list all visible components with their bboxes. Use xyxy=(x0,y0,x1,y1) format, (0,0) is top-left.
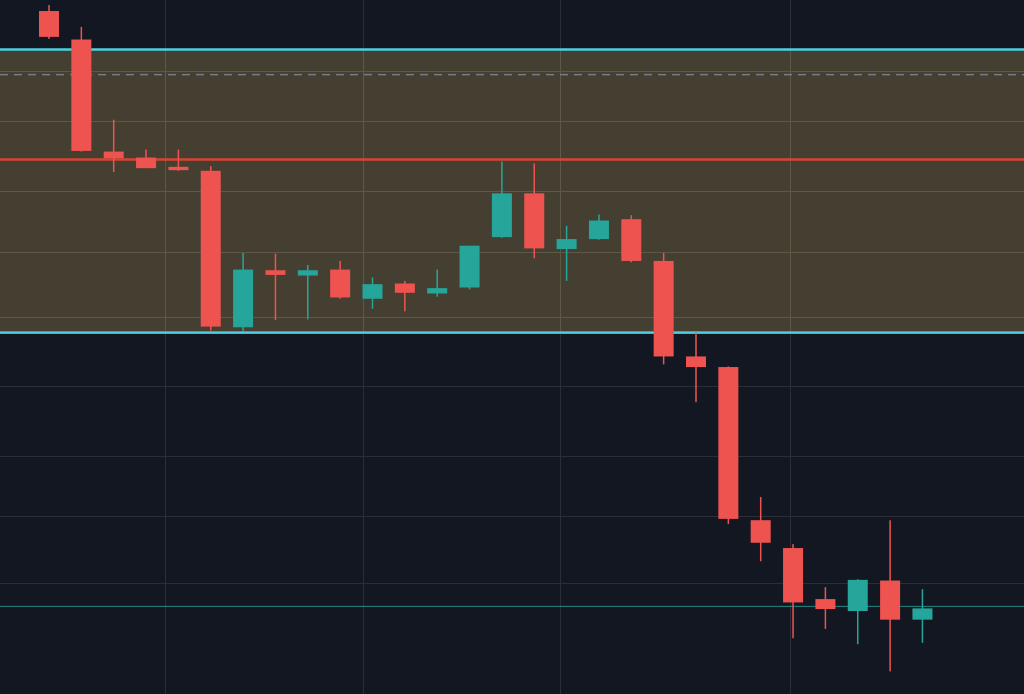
candle-body xyxy=(362,284,383,299)
candle-down xyxy=(330,260,351,299)
candle-body xyxy=(103,151,124,159)
candle-down xyxy=(265,253,286,320)
candle-body xyxy=(815,599,836,610)
candle-down xyxy=(394,280,415,312)
candle-body xyxy=(912,608,933,620)
candle-up xyxy=(297,264,318,320)
candle-body xyxy=(39,11,59,37)
candle-body xyxy=(847,579,868,612)
candle-up xyxy=(362,277,383,309)
candle-body xyxy=(783,548,804,603)
candle-body xyxy=(297,270,318,276)
candle-up xyxy=(556,225,577,281)
candle-down xyxy=(71,26,92,152)
candle-down xyxy=(168,149,189,171)
candle-body xyxy=(718,367,739,519)
candle-body xyxy=(556,239,577,250)
candle-down xyxy=(750,497,771,562)
candle-down xyxy=(880,520,901,672)
candle-body xyxy=(394,283,415,293)
candle-layer xyxy=(39,5,933,672)
candle-body xyxy=(168,166,189,171)
candle-up xyxy=(491,161,512,238)
candle-down xyxy=(103,119,124,173)
candle-down xyxy=(136,149,157,169)
candle-down xyxy=(686,332,706,403)
candle-body xyxy=(880,580,901,620)
candle-down xyxy=(815,587,836,629)
candle-up xyxy=(847,579,868,645)
candle-body xyxy=(200,170,221,327)
candle-down xyxy=(524,163,545,259)
candle-body xyxy=(588,220,609,240)
candle-down xyxy=(718,366,739,525)
candle-body xyxy=(750,520,771,543)
candle-up xyxy=(427,269,448,297)
zone-layer xyxy=(0,48,1024,607)
candle-down xyxy=(200,166,221,331)
candle-down xyxy=(39,5,59,39)
candle-down xyxy=(783,544,804,639)
candle-up xyxy=(588,214,609,240)
candle-body xyxy=(621,219,642,261)
candle-body xyxy=(459,245,480,288)
candle-body xyxy=(330,269,351,298)
candle-body xyxy=(427,288,448,294)
candle-up xyxy=(912,589,933,643)
candle-body xyxy=(233,269,254,328)
candle-up xyxy=(459,245,480,290)
candle-body xyxy=(653,260,674,357)
candle-body xyxy=(136,157,157,169)
candle-body xyxy=(71,39,92,151)
candle-down xyxy=(621,215,642,263)
candle-body xyxy=(524,193,545,249)
candle-body xyxy=(491,193,512,238)
candle-down xyxy=(653,253,674,365)
candle-body xyxy=(686,356,706,368)
candle-body xyxy=(265,270,286,275)
candle-up xyxy=(233,253,254,332)
